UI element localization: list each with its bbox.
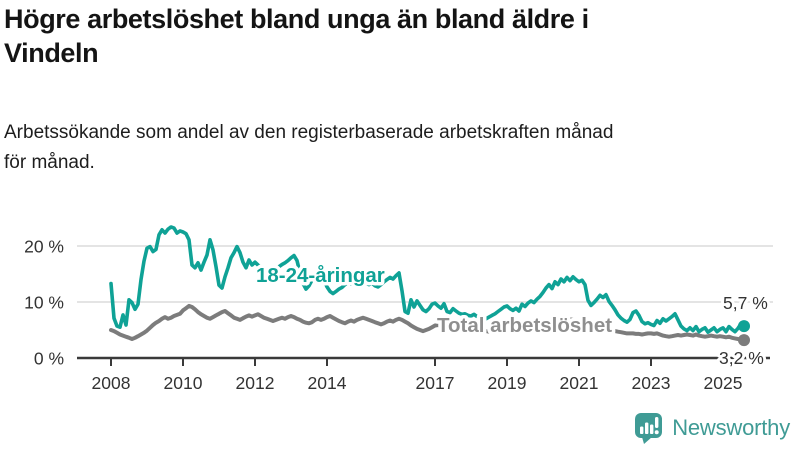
end-value-label-total: 3,2 %: [719, 348, 764, 368]
x-tick-label-2010: 2010: [164, 373, 203, 393]
logo-exclamation-dot: [654, 430, 659, 435]
x-tick-label-2025: 2025: [704, 373, 743, 393]
logo-bubble-tail: [642, 437, 653, 444]
page-subtitle: Arbetssökande som andel av den registerb…: [4, 122, 614, 173]
x-tick-label-2021: 2021: [560, 373, 599, 393]
y-tick-label-20: 20 %: [24, 237, 64, 257]
logo-bar-1: [640, 426, 644, 434]
series-line-total: [109, 303, 746, 343]
y-tick-label-0: 0 %: [34, 349, 64, 369]
y-tick-label-10: 10 %: [24, 293, 64, 313]
newsworthy-logo: Newsworthy: [634, 410, 790, 446]
x-tick-label-2019: 2019: [488, 373, 527, 393]
series-line-youth: [109, 225, 746, 335]
logo-exclamation-bar: [655, 417, 659, 428]
newsworthy-logo-icon: [635, 413, 663, 444]
x-tick-label-2008: 2008: [92, 373, 131, 393]
end-value-label-youth: 5,7 %: [723, 293, 768, 313]
x-tick-label-2023: 2023: [632, 373, 671, 393]
logo-bar-3: [650, 424, 654, 434]
x-tick-label-2012: 2012: [236, 373, 275, 393]
series-label-youth: 18-24-åringar: [256, 264, 385, 287]
page-title: Högre arbetslöshet bland unga än bland ä…: [4, 4, 589, 68]
end-dot-youth: [738, 320, 750, 333]
end-dot-total: [738, 334, 750, 347]
logo-bar-2: [645, 422, 649, 434]
x-tick-label-2014: 2014: [308, 373, 347, 393]
series-label-total: Total arbetslöshet: [437, 314, 612, 337]
x-tick-label-2017: 2017: [416, 373, 455, 393]
newsworthy-logo-text: Newsworthy: [672, 415, 790, 440]
